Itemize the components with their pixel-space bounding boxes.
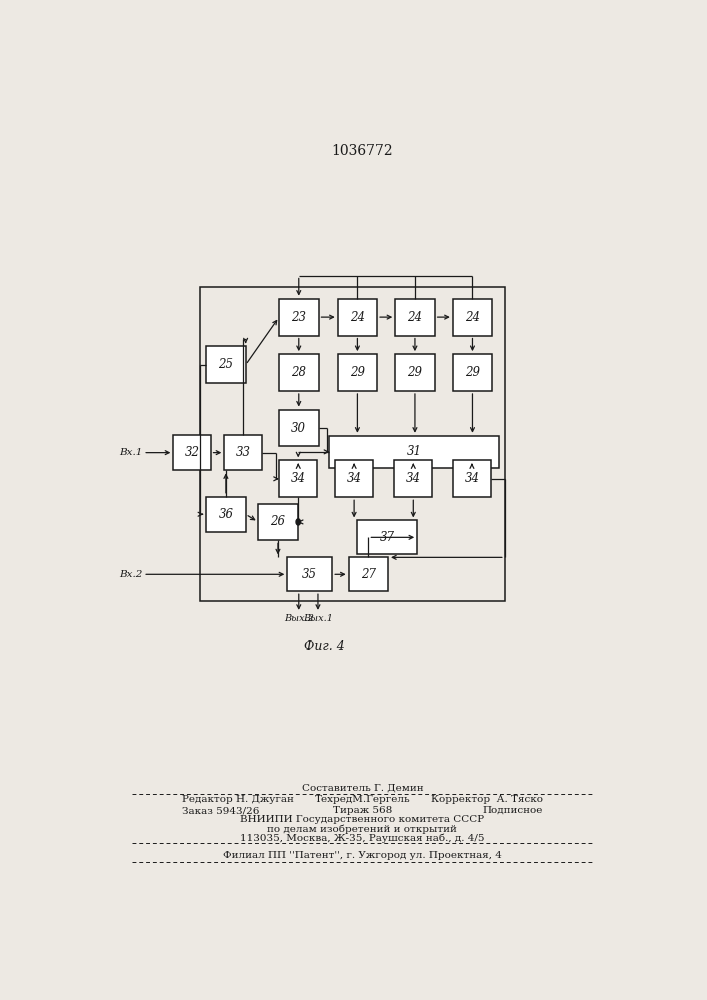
Text: 27: 27 bbox=[361, 568, 376, 581]
Text: 113035, Москва, Ж-35, Раушская наб., д. 4/5: 113035, Москва, Ж-35, Раушская наб., д. … bbox=[240, 834, 484, 843]
Text: 36: 36 bbox=[218, 508, 233, 521]
Text: 29: 29 bbox=[407, 366, 423, 379]
Text: 30: 30 bbox=[291, 422, 306, 434]
Bar bbox=[452, 460, 491, 497]
Bar bbox=[279, 354, 319, 391]
Text: 28: 28 bbox=[291, 366, 306, 379]
Text: Корректор  А. Тяско: Корректор А. Тяско bbox=[431, 795, 543, 804]
Text: по делам изобретений и открытий: по делам изобретений и открытий bbox=[267, 824, 457, 834]
Bar bbox=[329, 436, 499, 468]
Bar bbox=[279, 460, 317, 497]
Bar bbox=[338, 354, 377, 391]
Text: 33: 33 bbox=[235, 446, 250, 459]
Text: 34: 34 bbox=[291, 472, 305, 485]
Text: Филиал ПП ''Патент'', г. Ужгород ул. Проектная, 4: Филиал ПП ''Патент'', г. Ужгород ул. Про… bbox=[223, 851, 502, 860]
Text: Подписное: Подписное bbox=[483, 806, 543, 815]
Text: 32: 32 bbox=[185, 446, 199, 459]
Text: 23: 23 bbox=[291, 311, 306, 324]
Text: 1036772: 1036772 bbox=[332, 144, 393, 158]
Text: 25: 25 bbox=[218, 358, 233, 371]
Text: 24: 24 bbox=[407, 311, 423, 324]
Bar bbox=[258, 504, 298, 540]
Bar bbox=[452, 299, 492, 336]
Bar bbox=[335, 460, 373, 497]
Text: Тираж 568: Тираж 568 bbox=[333, 806, 392, 815]
Text: Вх.1: Вх.1 bbox=[119, 448, 142, 457]
Bar bbox=[224, 435, 262, 470]
Text: 35: 35 bbox=[302, 568, 317, 581]
Text: 29: 29 bbox=[465, 366, 480, 379]
Bar bbox=[452, 354, 492, 391]
Bar bbox=[357, 520, 417, 554]
Text: 31: 31 bbox=[407, 445, 422, 458]
Text: Вых.2: Вых.2 bbox=[284, 614, 314, 623]
Bar bbox=[394, 460, 433, 497]
Text: Вх.2: Вх.2 bbox=[119, 570, 142, 579]
Bar bbox=[173, 435, 211, 470]
Bar bbox=[395, 354, 435, 391]
Bar bbox=[349, 557, 388, 591]
Text: 34: 34 bbox=[464, 472, 479, 485]
Text: 24: 24 bbox=[350, 311, 365, 324]
Bar bbox=[206, 346, 245, 383]
Bar bbox=[395, 299, 435, 336]
Text: Заказ 5943/26: Заказ 5943/26 bbox=[182, 806, 259, 815]
Text: 24: 24 bbox=[465, 311, 480, 324]
Bar bbox=[279, 410, 319, 446]
Text: ВНИИПИ Государственного комитета СССР: ВНИИПИ Государственного комитета СССР bbox=[240, 815, 484, 824]
Bar bbox=[287, 557, 332, 591]
Text: 34: 34 bbox=[406, 472, 421, 485]
Bar bbox=[199, 287, 505, 601]
Text: Составитель Г. Демин: Составитель Г. Демин bbox=[301, 783, 423, 792]
Text: Вых.1: Вых.1 bbox=[303, 614, 333, 623]
Text: ТехредМ.Гергель: ТехредМ.Гергель bbox=[315, 795, 410, 804]
Bar bbox=[206, 497, 245, 532]
Text: Фиг. 4: Фиг. 4 bbox=[303, 640, 344, 653]
Circle shape bbox=[296, 519, 300, 525]
Text: Редактор Н. Джуган: Редактор Н. Джуган bbox=[182, 795, 293, 804]
Bar bbox=[279, 299, 319, 336]
Text: 29: 29 bbox=[350, 366, 365, 379]
Text: 37: 37 bbox=[380, 531, 395, 544]
Bar bbox=[338, 299, 377, 336]
Text: 26: 26 bbox=[271, 515, 286, 528]
Text: 34: 34 bbox=[346, 472, 361, 485]
